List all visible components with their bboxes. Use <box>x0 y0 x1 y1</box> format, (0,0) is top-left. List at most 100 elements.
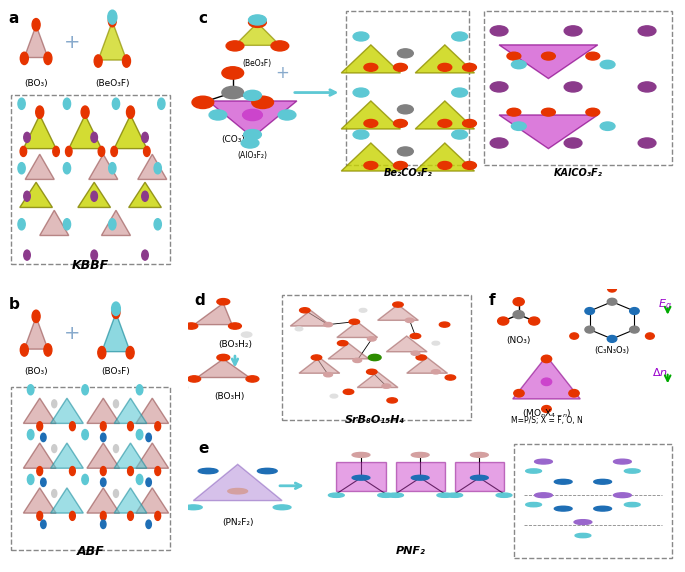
Circle shape <box>359 308 367 312</box>
Polygon shape <box>20 182 53 208</box>
Circle shape <box>44 52 52 65</box>
Circle shape <box>82 474 88 484</box>
Circle shape <box>101 478 106 486</box>
Circle shape <box>513 297 524 306</box>
Circle shape <box>394 120 408 128</box>
Circle shape <box>311 355 322 360</box>
Text: (C₃N₃O₃): (C₃N₃O₃) <box>595 346 630 355</box>
Circle shape <box>382 384 390 388</box>
Circle shape <box>330 394 338 398</box>
Circle shape <box>462 63 476 72</box>
Circle shape <box>574 520 592 525</box>
Polygon shape <box>51 443 84 468</box>
Circle shape <box>18 219 25 230</box>
Polygon shape <box>195 303 232 325</box>
Circle shape <box>142 132 148 142</box>
Circle shape <box>91 132 97 142</box>
Polygon shape <box>24 25 48 58</box>
Circle shape <box>158 98 165 109</box>
Polygon shape <box>51 398 84 423</box>
Circle shape <box>185 323 198 329</box>
Circle shape <box>27 430 34 440</box>
Text: d: d <box>195 293 205 308</box>
Circle shape <box>278 110 296 120</box>
Polygon shape <box>290 310 331 326</box>
Circle shape <box>81 106 89 118</box>
Circle shape <box>155 422 160 431</box>
Circle shape <box>397 147 413 156</box>
Circle shape <box>462 120 476 128</box>
Circle shape <box>101 467 106 475</box>
Circle shape <box>299 308 310 313</box>
Circle shape <box>638 26 656 36</box>
Circle shape <box>630 308 639 315</box>
Circle shape <box>18 162 25 174</box>
Circle shape <box>411 475 429 480</box>
Circle shape <box>175 332 185 337</box>
Text: (NO₃): (NO₃) <box>506 336 531 345</box>
Circle shape <box>397 105 413 114</box>
Circle shape <box>94 55 102 67</box>
Polygon shape <box>512 356 580 399</box>
Circle shape <box>497 317 509 325</box>
Circle shape <box>40 433 46 442</box>
Circle shape <box>109 219 116 230</box>
Text: a: a <box>9 11 19 26</box>
Text: KAlCO₃F₂: KAlCO₃F₂ <box>553 168 602 178</box>
Circle shape <box>98 146 105 157</box>
Circle shape <box>542 108 556 116</box>
Circle shape <box>349 319 360 324</box>
Polygon shape <box>138 154 167 180</box>
Polygon shape <box>87 398 120 423</box>
Polygon shape <box>23 488 56 513</box>
Circle shape <box>338 340 348 345</box>
Polygon shape <box>136 488 169 513</box>
Circle shape <box>564 26 582 36</box>
Circle shape <box>36 106 44 118</box>
Text: c: c <box>198 11 208 26</box>
Circle shape <box>554 479 572 484</box>
Polygon shape <box>235 23 280 45</box>
Text: (BO₃): (BO₃) <box>24 78 48 88</box>
Polygon shape <box>23 115 56 149</box>
Text: $E_g$: $E_g$ <box>658 298 671 314</box>
Circle shape <box>585 326 595 333</box>
Polygon shape <box>358 372 398 388</box>
Circle shape <box>154 162 162 174</box>
Circle shape <box>249 15 266 25</box>
Circle shape <box>645 333 654 339</box>
Polygon shape <box>328 343 369 359</box>
Circle shape <box>507 108 521 116</box>
Polygon shape <box>68 115 101 149</box>
Circle shape <box>438 161 451 169</box>
Circle shape <box>51 400 57 408</box>
Circle shape <box>51 444 57 452</box>
Circle shape <box>24 191 30 201</box>
Circle shape <box>451 130 468 139</box>
Circle shape <box>496 493 512 498</box>
Text: ABF: ABF <box>77 545 104 558</box>
Circle shape <box>608 299 616 305</box>
Polygon shape <box>25 154 54 180</box>
Circle shape <box>432 370 440 374</box>
Circle shape <box>127 511 134 521</box>
Circle shape <box>564 138 582 148</box>
Circle shape <box>241 332 252 337</box>
Polygon shape <box>341 45 401 73</box>
Circle shape <box>114 490 119 498</box>
Circle shape <box>24 250 30 260</box>
Circle shape <box>82 430 88 440</box>
Circle shape <box>594 479 612 484</box>
Circle shape <box>570 333 579 339</box>
Circle shape <box>462 161 476 169</box>
Circle shape <box>594 506 612 511</box>
Polygon shape <box>129 182 162 208</box>
Circle shape <box>244 90 262 101</box>
Circle shape <box>512 60 526 69</box>
Circle shape <box>244 129 262 140</box>
Text: (BO₃H): (BO₃H) <box>214 392 245 401</box>
Circle shape <box>114 400 119 408</box>
Circle shape <box>575 533 591 538</box>
Circle shape <box>394 161 408 169</box>
Circle shape <box>20 146 27 157</box>
